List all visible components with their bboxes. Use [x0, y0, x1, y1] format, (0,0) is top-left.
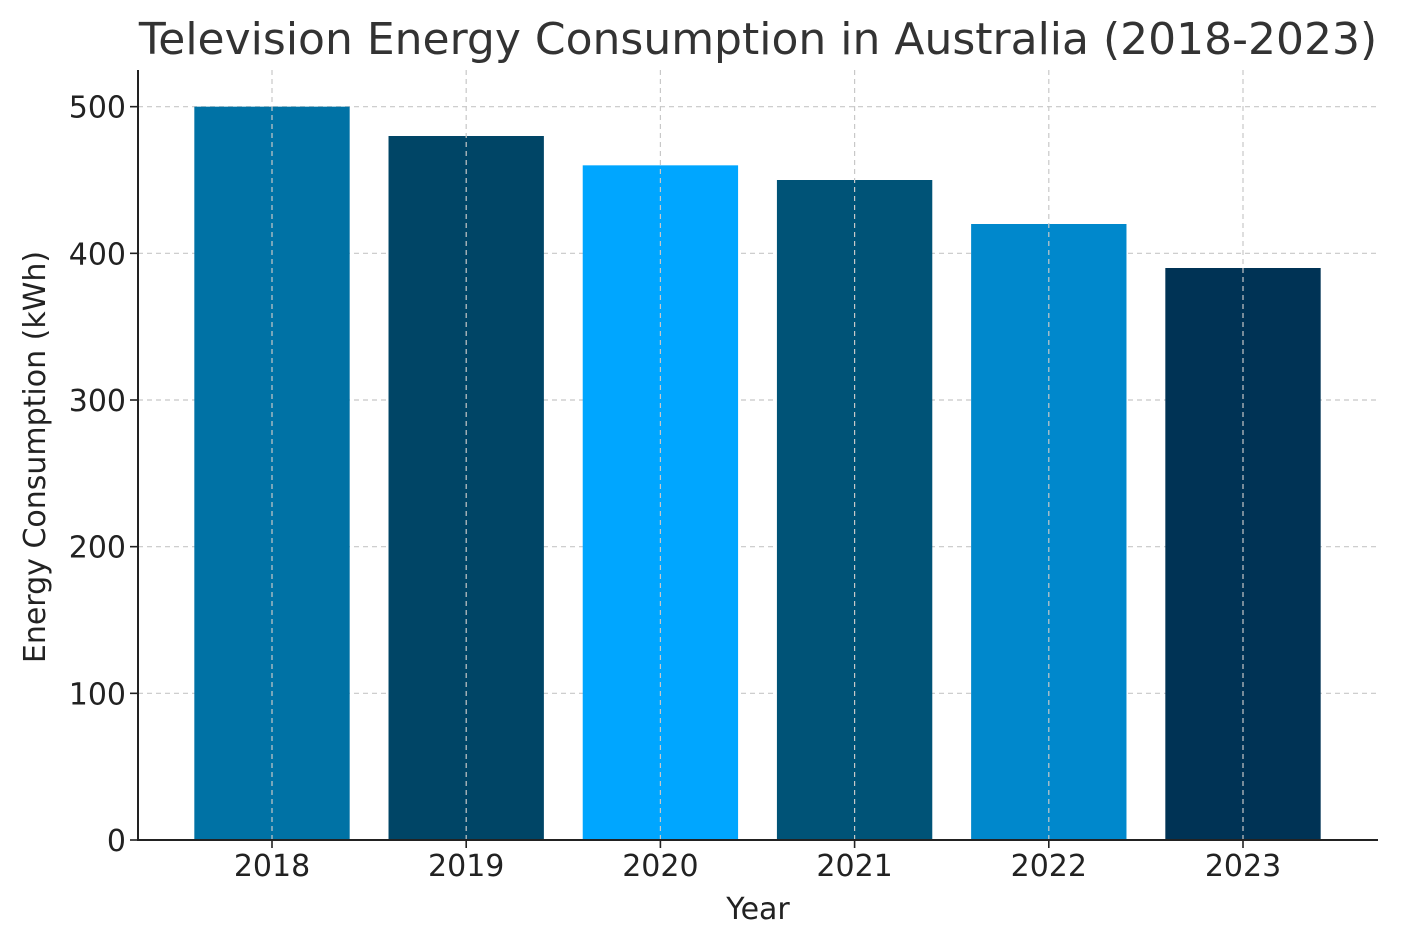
y-tick-label: 300: [69, 384, 126, 419]
vertical-grid-layer: [271, 70, 1244, 840]
y-axis-label: Energy Consumption (kWh): [18, 251, 53, 663]
bar-2018: [194, 106, 350, 840]
x-tick-label: 2021: [816, 849, 892, 884]
x-tick-label: 2022: [1011, 849, 1087, 884]
y-tick-label: 100: [69, 677, 126, 712]
x-tick-label: 2019: [428, 849, 504, 884]
x-tick-label: 2020: [622, 849, 698, 884]
y-tick-label: 400: [69, 237, 126, 272]
y-tick-labels: 0 100 200 300 400 500: [69, 91, 126, 859]
x-tick-label: 2018: [234, 849, 310, 884]
chart-title: Television Energy Consumption in Austral…: [138, 14, 1377, 65]
x-axis-label: Year: [725, 892, 790, 927]
bars-layer: [194, 106, 1321, 841]
y-tick-label: 200: [69, 531, 126, 566]
y-tick-label: 0: [107, 824, 126, 859]
x-tick-label: 2023: [1205, 849, 1281, 884]
y-tick-label: 500: [69, 91, 126, 126]
x-tick-labels: 2018 2019 2020 2021 2022 2023: [234, 849, 1281, 884]
bar-2023: [1165, 268, 1321, 840]
axes-layer: [130, 70, 1378, 848]
